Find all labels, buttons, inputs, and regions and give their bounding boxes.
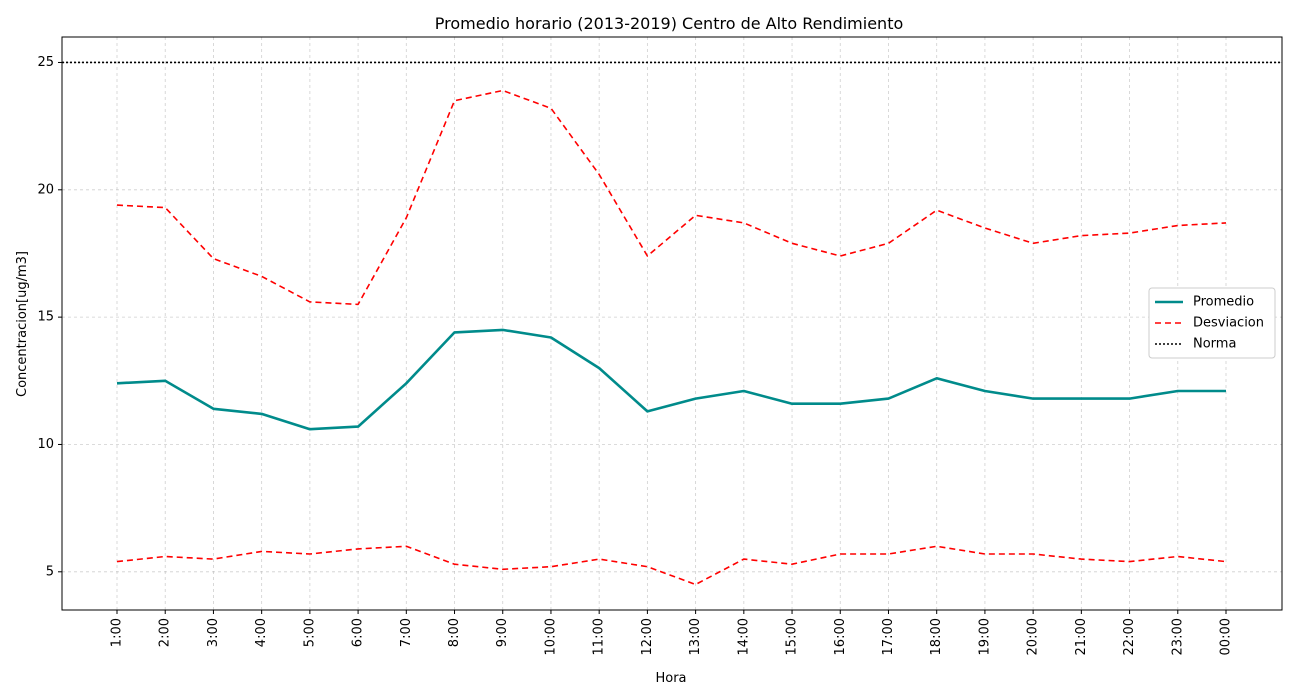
x-axis-label: Hora — [655, 671, 686, 686]
x-tick-label: 9:00 — [495, 618, 510, 647]
y-tick-label: 25 — [37, 55, 54, 70]
x-tick-label: 00:00 — [1219, 618, 1234, 655]
series-line-lower-band — [116, 545, 1227, 586]
x-tick-label: 12:00 — [640, 618, 655, 655]
x-tick-label: 1:00 — [110, 618, 125, 647]
legend-box — [1148, 287, 1276, 359]
y-tick-label: 20 — [37, 182, 54, 197]
y-tick-label: 15 — [37, 310, 54, 325]
legend: Promedio Desviacion Norma — [1148, 287, 1276, 359]
x-tick-label: 6:00 — [351, 618, 366, 647]
chart-title: Promedio horario (2013-2019) Centro de A… — [435, 14, 904, 33]
y-tick-label: 10 — [37, 437, 54, 452]
x-tick-label: 4:00 — [254, 618, 269, 647]
x-tick-label: 16:00 — [833, 618, 848, 655]
x-tick-label: 7:00 — [399, 618, 414, 647]
x-tick-label: 13:00 — [688, 618, 703, 655]
x-tick-label: 20:00 — [1026, 618, 1041, 655]
x-tick-label: 2:00 — [158, 618, 173, 647]
y-tick-label: 5 — [46, 564, 54, 579]
x-tick-label: 10:00 — [543, 618, 558, 655]
x-tick-label: 22:00 — [1122, 618, 1137, 655]
x-tick-label: 18:00 — [929, 618, 944, 655]
x-tick-label: 19:00 — [977, 618, 992, 655]
x-tick-label: 3:00 — [206, 618, 221, 647]
x-tick-label: 21:00 — [1074, 618, 1089, 655]
y-axis-label: Concentracion[ug/m3] — [15, 251, 30, 397]
plot-frame — [61, 36, 1283, 611]
x-tick-label: 11:00 — [592, 618, 607, 655]
x-tick-label: 14:00 — [736, 618, 751, 655]
plot-area — [62, 61, 1282, 586]
legend-label: Promedio — [1193, 295, 1254, 310]
legend-label: Norma — [1193, 337, 1236, 352]
x-tick-label: 17:00 — [881, 618, 896, 655]
x-tick-label: 8:00 — [447, 618, 462, 647]
x-axis: 1:00 2:00 3:00 4:00 5:00 6:00 7:00 8:00 9:00 10:0… — [110, 610, 1234, 655]
x-tick-label: 5:00 — [302, 618, 317, 647]
x-tick-label: 15:00 — [785, 618, 800, 655]
legend-label: Desviacion — [1193, 316, 1264, 331]
series-line-promedio — [116, 328, 1226, 431]
y-axis: 5 10 15 20 25 — [37, 55, 62, 579]
x-tick-label: 23:00 — [1170, 618, 1185, 655]
series-line-desviacion — [116, 89, 1227, 306]
